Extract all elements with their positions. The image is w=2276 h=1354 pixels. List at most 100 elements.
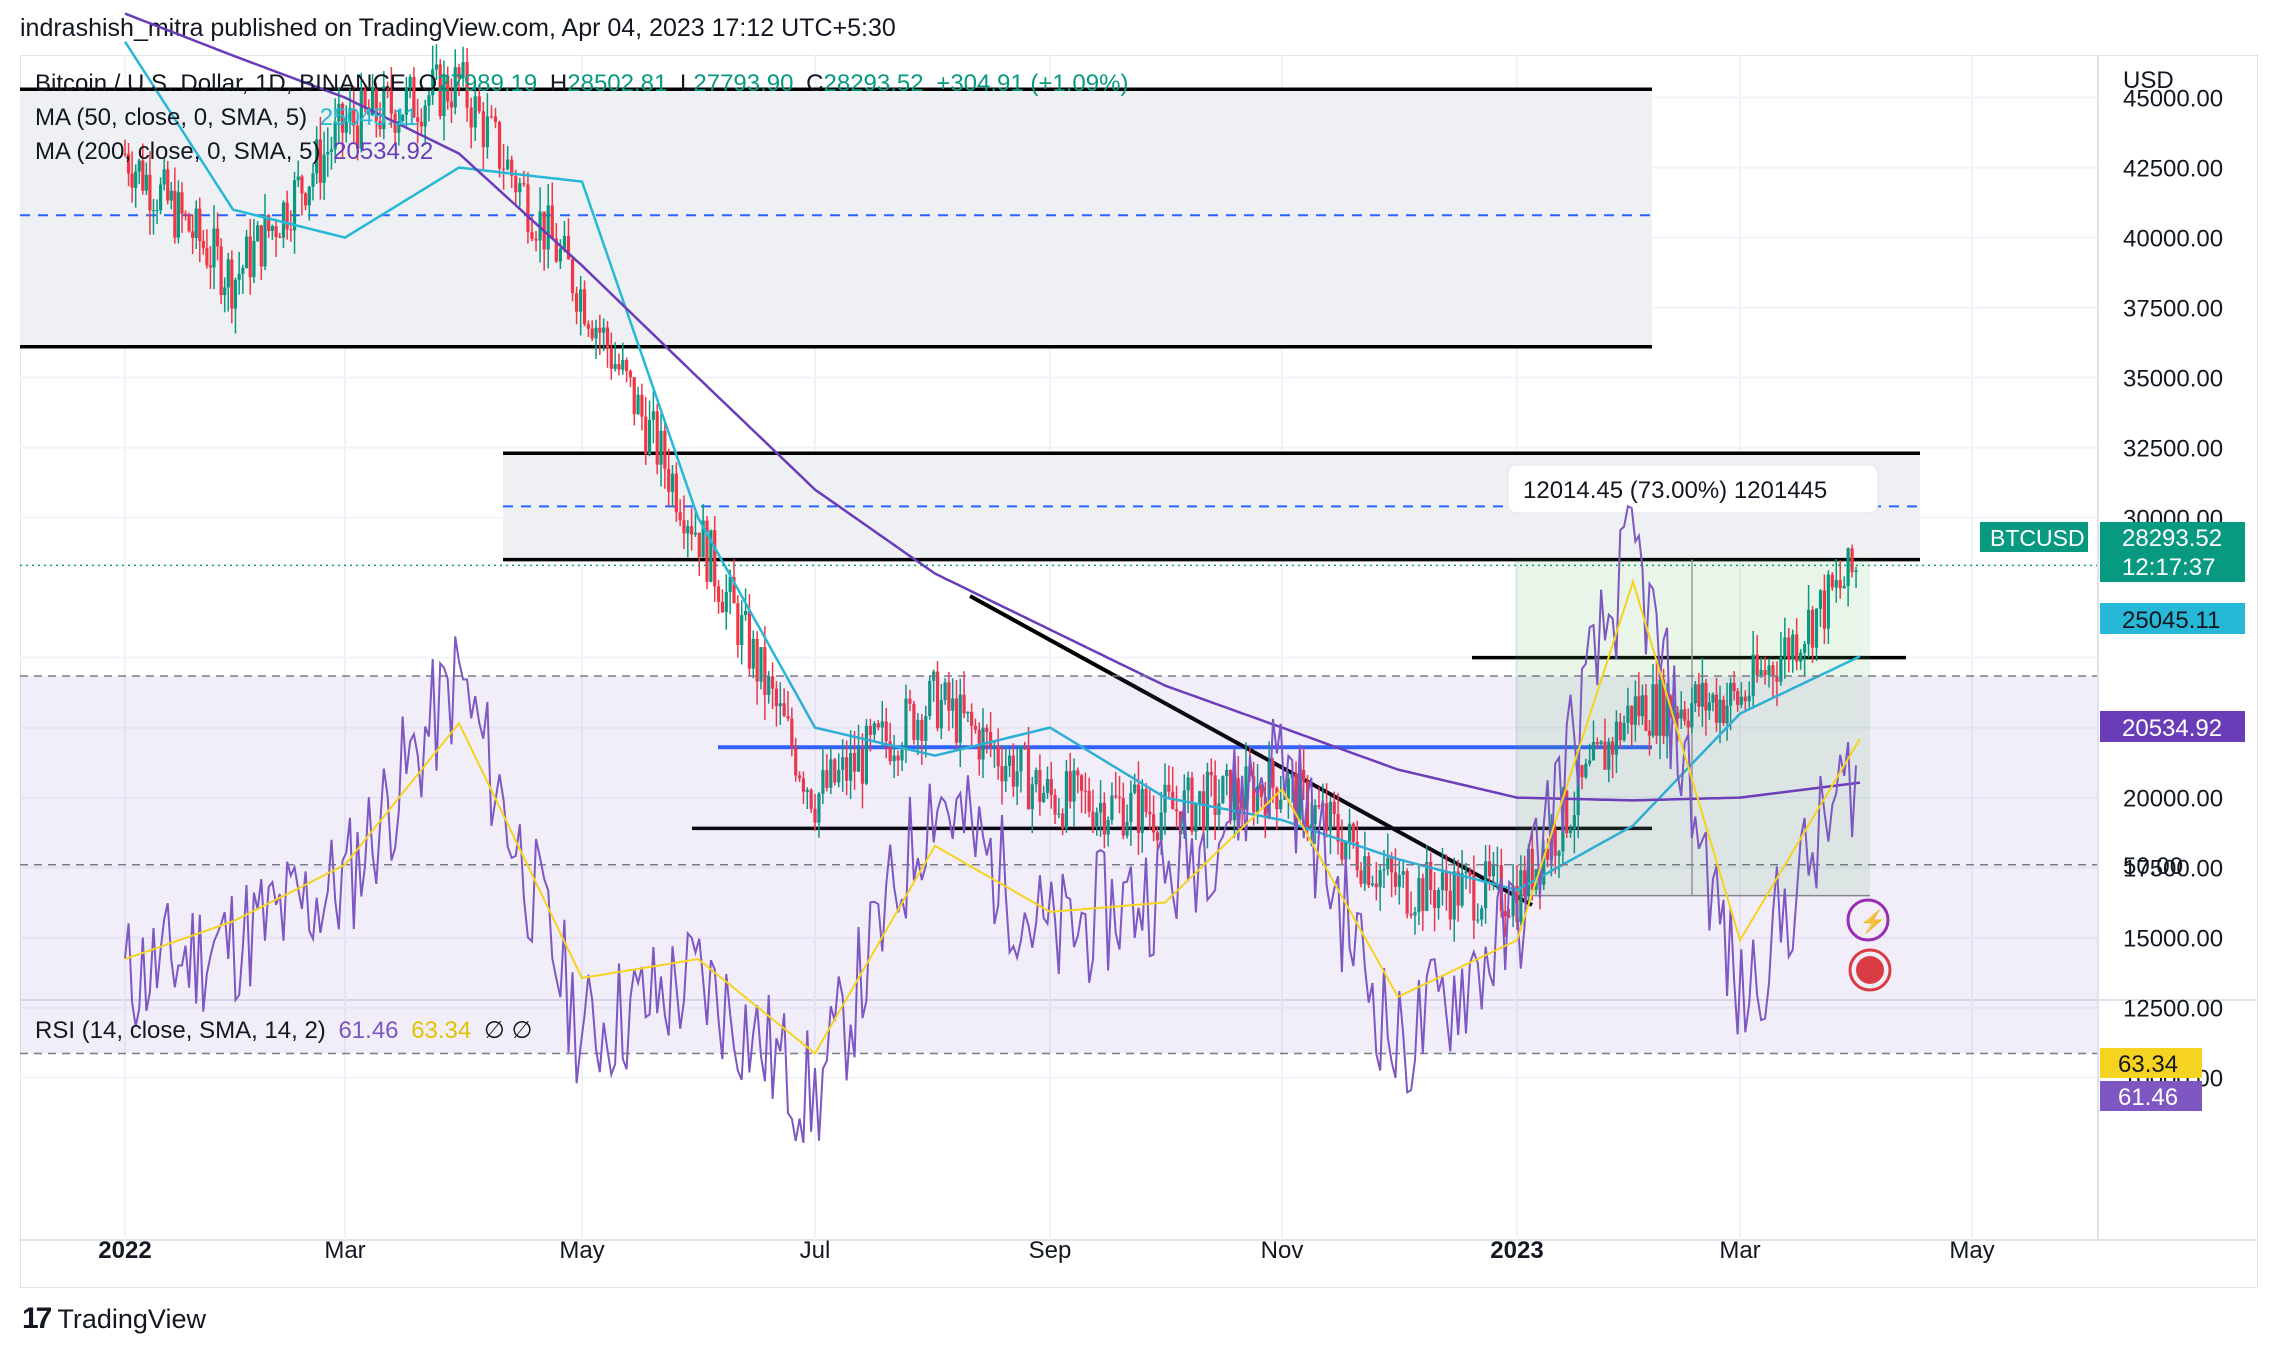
candle-body — [148, 174, 152, 211]
candle-body — [1787, 637, 1791, 659]
candle-body — [1390, 857, 1394, 873]
candle-body — [690, 526, 694, 535]
candle-body — [1286, 778, 1290, 799]
candle-body — [1136, 784, 1141, 833]
candle-body — [743, 610, 748, 616]
candle-body — [1511, 885, 1515, 917]
legend-close-label: C — [806, 70, 824, 97]
candle-body — [1255, 786, 1260, 813]
time-axis-label: May — [559, 1237, 604, 1264]
candle-body — [1576, 765, 1580, 816]
candle-body — [864, 725, 869, 784]
candle-body — [640, 394, 644, 417]
candle-body — [849, 753, 853, 781]
rsi-badge-value: 61.46 — [2118, 1084, 2178, 1111]
candle-body — [736, 603, 740, 646]
candle-body — [522, 183, 526, 185]
candle-body — [1747, 695, 1751, 702]
candle-body — [876, 723, 880, 728]
candle-body — [1530, 848, 1534, 890]
candle-body — [270, 226, 274, 231]
candle-body — [801, 778, 806, 792]
candle-body — [759, 647, 763, 682]
candle-body — [1595, 742, 1599, 745]
legend-low-label: L — [680, 70, 694, 97]
candle-body — [389, 89, 393, 114]
candle-body — [1429, 861, 1433, 890]
candle-body — [763, 647, 767, 696]
candle-body — [329, 149, 334, 152]
candle-body — [1739, 696, 1743, 705]
candle-body — [659, 430, 663, 465]
candle-body — [1117, 796, 1122, 799]
candle-body — [263, 215, 267, 267]
candle-body — [1697, 684, 1701, 707]
candle-body — [1433, 889, 1437, 908]
candle-body — [1519, 870, 1523, 923]
candle-body — [1004, 765, 1008, 782]
candle-body — [173, 190, 177, 238]
candle-body — [1098, 802, 1103, 813]
candle-body — [1763, 669, 1767, 676]
candle-body — [1209, 771, 1213, 776]
candle-body — [359, 89, 363, 149]
candle-body — [678, 512, 682, 521]
candle-body — [728, 577, 732, 592]
time-axis-label: Mar — [1719, 1237, 1760, 1264]
time-axis-label: 2023 — [1490, 1237, 1543, 1264]
candle-body — [829, 759, 833, 788]
candle-body — [1491, 865, 1496, 877]
candle-body — [1049, 779, 1053, 796]
candle-body — [397, 121, 401, 133]
candle-body — [682, 520, 686, 534]
price-axis-tick: 32500.00 — [2123, 436, 2223, 463]
legend-low: 27793.90 — [693, 70, 794, 97]
candle-body — [465, 62, 469, 108]
candle-body — [1783, 637, 1787, 657]
candle-body — [1743, 696, 1747, 702]
candle-body — [502, 168, 506, 170]
candle-body — [1355, 841, 1359, 871]
candle-body — [1644, 695, 1648, 731]
candle-body — [1236, 778, 1240, 804]
measure-label: 12014.45 (73.00%) 1201445 — [1523, 477, 1827, 504]
candle-body — [1830, 574, 1834, 588]
candle-body — [191, 231, 195, 238]
candle-body — [187, 214, 191, 232]
candle-body — [841, 757, 845, 770]
candle-body — [244, 236, 249, 268]
candle-body — [1425, 861, 1429, 912]
candle-body — [1133, 784, 1137, 793]
candle-body — [713, 530, 717, 587]
legend-ma50-value: 25045.11 — [319, 104, 419, 131]
candle-body — [151, 210, 156, 212]
ma50-line — [123, 40, 1861, 892]
candle-body — [992, 746, 996, 748]
candle-body — [367, 107, 371, 116]
legend-rsi-sma-value: 63.34 — [411, 1017, 472, 1044]
candle-body — [805, 789, 809, 792]
candle-body — [485, 116, 489, 148]
candle-body — [1607, 741, 1611, 770]
tradingview-logo[interactable]: 17 TradingView — [22, 1302, 206, 1336]
candle-body — [1545, 849, 1550, 860]
candle-body — [1810, 609, 1815, 648]
candle-body — [1267, 761, 1271, 818]
rsi-line — [124, 504, 1857, 1143]
candle-body — [724, 591, 728, 613]
candle-body — [1553, 829, 1557, 856]
candle-body — [1818, 590, 1823, 609]
time-axis-label: 2022 — [98, 1237, 151, 1264]
candle-body — [845, 757, 849, 781]
candle-body — [1228, 769, 1233, 821]
candle-body — [518, 183, 522, 193]
candle-body — [1700, 682, 1704, 707]
candle-body — [1064, 771, 1069, 829]
candle-body — [1198, 791, 1202, 804]
candle-body — [755, 638, 759, 682]
candle-body — [1651, 684, 1655, 736]
legend-ma200-label: MA (200, close, 0, SMA, 5) — [35, 138, 321, 165]
chart-frame — [20, 55, 2258, 1288]
candle-body — [340, 103, 345, 133]
